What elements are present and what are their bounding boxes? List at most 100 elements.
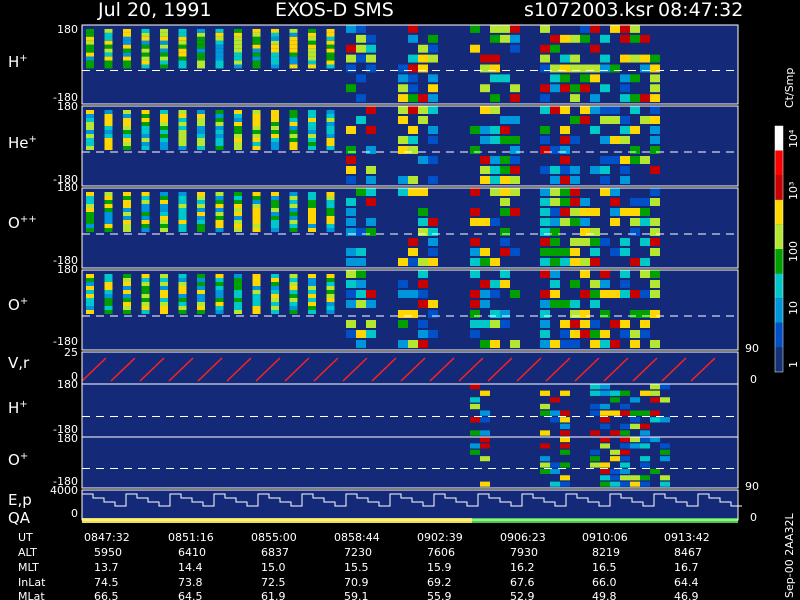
spectrogram-cell	[123, 110, 131, 114]
spectrogram-cell	[346, 300, 356, 308]
panel-2	[81, 187, 739, 269]
panel-5	[81, 383, 739, 438]
spectrogram-cell	[308, 110, 316, 114]
spectrogram-cell	[123, 36, 131, 41]
spectrogram-cell	[178, 302, 187, 306]
spectrogram-cell	[289, 196, 298, 200]
spectrogram-cell	[560, 437, 570, 443]
spectrogram-cell	[418, 300, 428, 308]
spectrogram-cell	[271, 306, 279, 310]
spectrogram-cell	[600, 475, 610, 481]
spectrogram-cell	[540, 126, 550, 134]
spectrogram-cell	[590, 449, 600, 455]
spectrogram-cell	[326, 134, 335, 138]
spectrogram-cell	[271, 278, 279, 282]
spectrogram-cell	[271, 114, 279, 118]
spectrogram-cell	[160, 212, 168, 216]
spectrogram-cell	[490, 166, 500, 174]
spectrogram-cell	[560, 188, 570, 196]
spectrogram-cell	[141, 310, 150, 314]
spectrogram-cell	[252, 298, 261, 302]
spectrogram-cell	[500, 208, 510, 216]
panel-frame	[81, 489, 739, 521]
spectrogram-cell	[197, 138, 205, 142]
spectrogram-cell	[650, 198, 660, 206]
spectrogram-cell	[480, 340, 490, 348]
right-tick-p7: 0	[750, 511, 757, 524]
spectrogram-cell	[178, 196, 187, 200]
spectrogram-cell	[215, 282, 224, 286]
spectrogram-cell	[215, 28, 224, 33]
row-mlat-value: 64.5	[178, 590, 203, 600]
tick-p2-top: 180	[57, 181, 78, 194]
spectrogram-cell	[197, 290, 205, 294]
spectrogram-cell	[428, 34, 438, 43]
spectrogram-cell	[500, 74, 510, 83]
spectrogram-cell	[480, 443, 490, 449]
spectrogram-cell	[470, 397, 480, 403]
spectrogram-cell	[560, 320, 570, 328]
spectrogram-cell	[234, 216, 242, 220]
spectrogram-cell	[104, 310, 113, 314]
spectrogram-cell	[630, 54, 640, 63]
row-mlat-value: 61.9	[261, 590, 286, 600]
spectrogram-cell	[550, 228, 560, 236]
spectrogram-cell	[540, 64, 550, 73]
spectrogram-cell	[540, 188, 550, 196]
colorbar-tick-10: 10	[787, 301, 800, 315]
spectrogram-cell	[289, 134, 298, 138]
spectrogram-cell	[620, 248, 630, 256]
spectrogram-cell	[178, 146, 187, 150]
spectrogram-cell	[398, 188, 408, 196]
row-alt-value: 8219	[592, 546, 620, 559]
spectrogram-cell	[104, 278, 113, 282]
spectrogram-cell	[271, 290, 279, 294]
spectrogram-cell	[590, 430, 600, 436]
spectrogram-cell	[86, 118, 94, 122]
spectrogram-cell	[104, 220, 113, 224]
spectrogram-cell	[252, 212, 261, 216]
spectrogram-cell	[326, 196, 335, 200]
spectrogram-cell	[470, 417, 480, 423]
spectrogram-cell	[650, 84, 660, 93]
spectrogram-cell	[550, 208, 560, 216]
spectrogram-cell	[560, 136, 570, 144]
spectrogram-cell	[308, 286, 316, 290]
spectrogram-cell	[160, 310, 168, 314]
spectrogram-cell	[650, 238, 660, 246]
spectrogram-cell	[215, 134, 224, 138]
spectrogram-cell	[418, 116, 428, 124]
spectrogram-cell	[346, 280, 356, 288]
spectrogram-cell	[408, 34, 418, 43]
spectrogram-cell	[480, 54, 490, 63]
spectrogram-cell	[620, 25, 630, 33]
spectrogram-cell	[308, 60, 316, 65]
spectrogram-cell	[540, 25, 550, 33]
spectrogram-cell	[610, 430, 620, 436]
spectrogram-cell	[570, 116, 580, 124]
spectrogram-cell	[271, 224, 279, 228]
spectrogram-cell	[356, 258, 366, 266]
spectrogram-cell	[540, 166, 550, 174]
spectrogram-cell	[470, 310, 480, 318]
spectrogram-cell	[470, 146, 480, 154]
spectrogram-cell	[160, 200, 168, 204]
spectrogram-cell	[550, 417, 560, 423]
row-inlat-value: 66.0	[592, 576, 617, 589]
spectrogram-cell	[271, 310, 279, 314]
spectrogram-cell	[289, 118, 298, 122]
row-label-inlat: InLat	[18, 576, 46, 589]
spectrogram-cell	[590, 340, 600, 348]
spectrogram-cell	[252, 302, 261, 306]
spectrogram-cell	[570, 238, 580, 246]
spectrogram-cell	[540, 238, 550, 246]
spectrogram-cell	[620, 449, 630, 455]
spectrogram-cell	[356, 74, 366, 83]
spectrogram-cell	[640, 156, 650, 164]
spectrogram-cell	[104, 122, 113, 126]
spectrogram-cell	[308, 44, 316, 49]
spectrogram-cell	[550, 238, 560, 246]
spectrogram-cell	[620, 54, 630, 63]
spectrogram-cell	[252, 196, 261, 200]
spectrogram-cell	[560, 54, 570, 63]
